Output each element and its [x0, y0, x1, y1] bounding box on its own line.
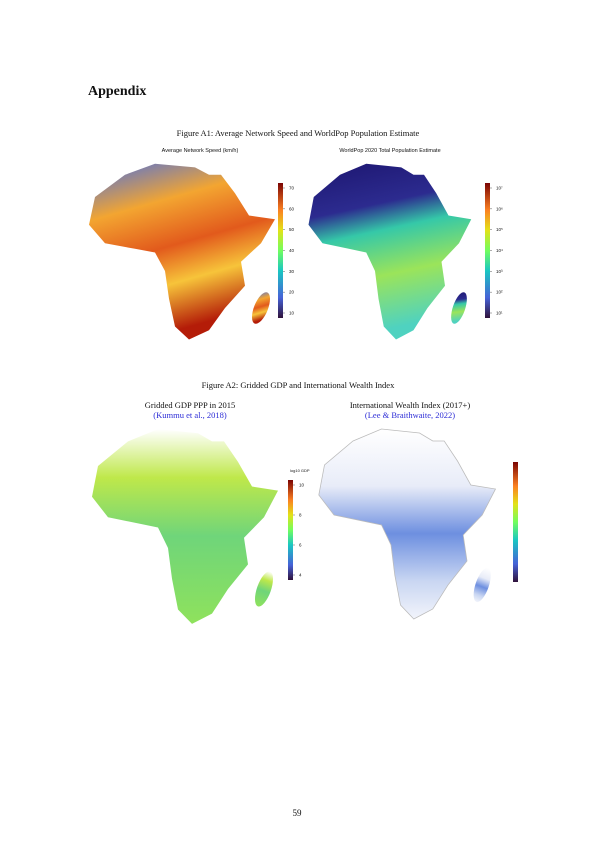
colorbar-tick-label: 10¹ — [496, 311, 503, 316]
citation: (Lee & Braithwaite, 2022) — [365, 410, 455, 420]
colorbar — [485, 183, 490, 318]
panel-title: WorldPop 2020 Total Population Estimate — [339, 148, 440, 154]
colorbar-tick-label: 6 — [299, 543, 302, 548]
figure-caption: Figure A1: Average Network Speed and Wor… — [177, 128, 420, 138]
colorbar-tick-label: 40 — [289, 248, 295, 253]
panel-title: International Wealth Index (2017+) — [350, 400, 470, 410]
colorbar-tick-label: 10⁷ — [496, 186, 503, 191]
colorbar-tick-label: 10⁶ — [496, 206, 503, 211]
africa-shape — [92, 429, 278, 624]
colorbar — [278, 183, 283, 318]
colorbar-tick-label: 10³ — [496, 269, 503, 274]
colorbar-tick-label: 10² — [496, 290, 503, 295]
citation: (Kummu et al., 2018) — [153, 410, 227, 420]
colorbar-tick-label: 70 — [289, 186, 295, 191]
colorbar-tick-label: 10⁵ — [496, 227, 503, 232]
map — [317, 428, 497, 620]
colorbar-tick-label: 20 — [289, 290, 295, 295]
heading: Appendix — [88, 84, 146, 99]
page-number: 59 — [293, 808, 303, 818]
colorbar — [288, 480, 293, 580]
figure-caption: Figure A2: Gridded GDP and International… — [202, 380, 395, 390]
colorbar-tick-label: 10 — [289, 311, 295, 316]
africa-shape — [89, 163, 275, 340]
map — [89, 163, 275, 340]
map — [92, 429, 278, 624]
colorbar-tick-label: 8 — [299, 513, 302, 518]
madagascar — [473, 567, 491, 603]
madagascar — [254, 571, 274, 607]
madagascar — [451, 292, 467, 324]
colorbar-tick-label: 50 — [289, 227, 295, 232]
colorbar-tick-label: 60 — [289, 206, 295, 211]
africa-shape — [308, 163, 472, 340]
colorbar-tick-label: 10 — [299, 483, 305, 488]
colorbar — [513, 462, 518, 582]
madagascar — [251, 292, 271, 324]
map — [308, 163, 472, 340]
colorbar-label: log10 GDP — [290, 468, 310, 473]
colorbar-tick-label: 30 — [289, 269, 295, 274]
colorbar-tick-label: 10⁴ — [496, 248, 503, 253]
colorbar-tick-label: 4 — [299, 573, 302, 578]
africa-shape — [317, 428, 497, 620]
panel-title: Average Network Speed (km/h) — [162, 148, 239, 154]
panel-title: Gridded GDP PPP in 2015 — [145, 400, 236, 410]
